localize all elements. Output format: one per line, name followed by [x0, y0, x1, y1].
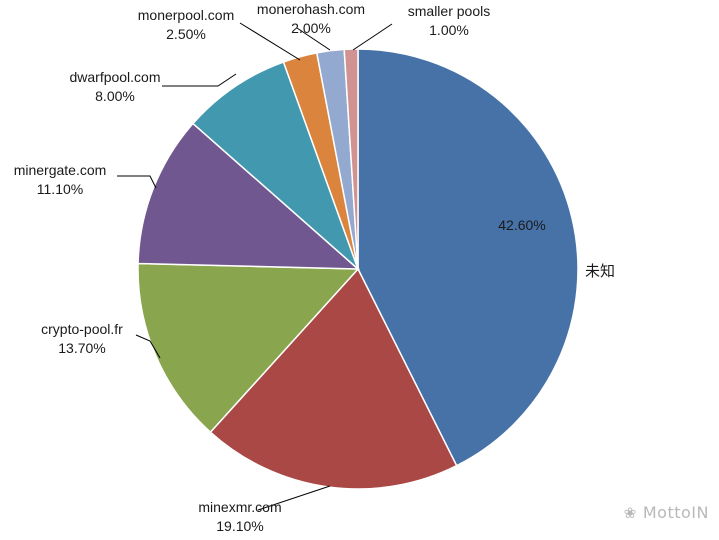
slice-percent-minexmr-com: 19.10% — [216, 518, 263, 534]
leader-line-monerpool-com — [239, 22, 301, 61]
leader-line-monerohash-com — [296, 27, 331, 51]
slice-percent-minergate-com: 11.10% — [37, 181, 83, 197]
slice-percent-monerpool-com: 2.50% — [166, 26, 206, 42]
pie-slice-smaller-pools — [343, 48, 359, 270]
leader-lines — [117, 22, 393, 511]
leader-line-crypto-pool-fr — [135, 334, 161, 359]
pie-slice-unknown — [357, 48, 579, 467]
slice-label-minexmr-com: minexmr.com — [198, 499, 281, 515]
watermark: ❀ MottoIN — [624, 503, 709, 522]
pie-slice-minergate-com — [137, 122, 361, 270]
pie-slice-crypto-pool-fr — [137, 262, 360, 434]
slice-label-unknown: 未知 — [585, 262, 615, 280]
leader-line-dwarfpool-com — [162, 73, 237, 87]
slice-percent-unknown: 42.60% — [498, 217, 545, 233]
slice-percent-smaller-pools: 1.00% — [429, 22, 469, 38]
pie-slices — [137, 48, 579, 490]
slice-label-monerohash-com: monerohash.com — [257, 1, 365, 17]
leader-line-smaller-pools — [352, 23, 393, 51]
slice-label-monerpool-com: monerpool.com — [138, 7, 235, 23]
pie-slice-dwarfpool-com — [191, 61, 359, 270]
leader-line-minergate-com — [117, 175, 157, 189]
slice-label-crypto-pool-fr: crypto-pool.fr — [41, 321, 123, 337]
slice-label-minergate-com: minergate.com — [14, 162, 107, 178]
slice-label-smaller-pools: smaller pools — [408, 3, 490, 19]
slice-percent-monerohash-com: 2.00% — [291, 20, 331, 36]
slice-labels: 42.60% 未知 minexmr.com 19.10% crypto-pool.fr 1… — [14, 1, 615, 534]
slice-percent-dwarfpool-com: 8.00% — [95, 88, 135, 104]
slice-percent-crypto-pool-fr: 13.70% — [58, 340, 105, 356]
wechat-icon: ❀ — [623, 504, 637, 522]
watermark-text: MottoIN — [642, 503, 709, 522]
slice-label-dwarfpool-com: dwarfpool.com — [69, 69, 160, 85]
leader-line-minexmr-com — [257, 485, 331, 511]
